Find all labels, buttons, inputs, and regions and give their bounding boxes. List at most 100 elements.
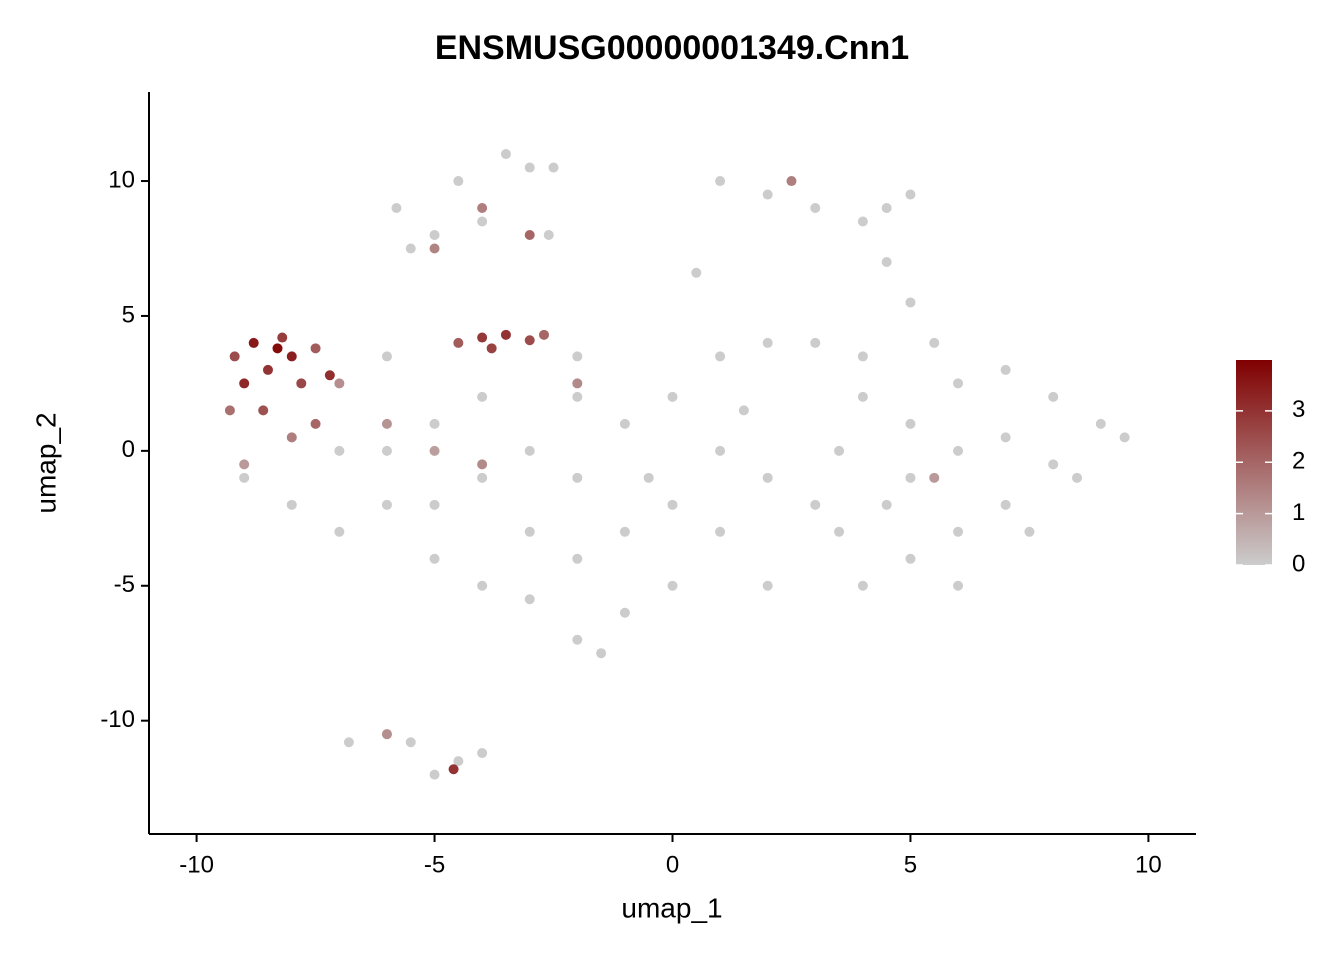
point bbox=[1095, 418, 1106, 429]
point bbox=[381, 445, 392, 456]
point bbox=[381, 418, 392, 429]
point bbox=[310, 418, 321, 429]
point bbox=[258, 405, 269, 416]
point bbox=[715, 445, 726, 456]
point bbox=[272, 343, 283, 354]
point bbox=[715, 526, 726, 537]
point bbox=[953, 580, 964, 591]
point bbox=[448, 764, 459, 775]
point bbox=[572, 553, 583, 564]
point bbox=[857, 216, 868, 227]
point bbox=[905, 189, 916, 200]
point bbox=[548, 162, 559, 173]
point bbox=[477, 216, 488, 227]
point bbox=[596, 648, 607, 659]
point bbox=[953, 378, 964, 389]
point bbox=[239, 472, 250, 483]
y-tick-label: 10 bbox=[108, 166, 135, 193]
point bbox=[391, 203, 402, 214]
point bbox=[1072, 472, 1083, 483]
point bbox=[881, 256, 892, 267]
point bbox=[810, 337, 821, 348]
point bbox=[429, 230, 440, 241]
point bbox=[834, 526, 845, 537]
point bbox=[762, 189, 773, 200]
point bbox=[929, 337, 940, 348]
point bbox=[667, 580, 678, 591]
point bbox=[477, 203, 488, 214]
point bbox=[477, 332, 488, 343]
point bbox=[334, 526, 345, 537]
point bbox=[1000, 499, 1011, 510]
point bbox=[239, 378, 250, 389]
point bbox=[524, 162, 535, 173]
point bbox=[667, 391, 678, 402]
point bbox=[881, 499, 892, 510]
point bbox=[429, 418, 440, 429]
point bbox=[477, 748, 488, 759]
point bbox=[453, 337, 464, 348]
point bbox=[857, 351, 868, 362]
point bbox=[334, 378, 345, 389]
point bbox=[453, 756, 464, 767]
point bbox=[905, 553, 916, 564]
point bbox=[500, 329, 511, 340]
point bbox=[1048, 391, 1059, 402]
point bbox=[453, 176, 464, 187]
point bbox=[477, 472, 488, 483]
point bbox=[229, 351, 240, 362]
point bbox=[667, 499, 678, 510]
point bbox=[381, 729, 392, 740]
point bbox=[343, 737, 354, 748]
y-tick-label: -5 bbox=[114, 571, 135, 598]
point bbox=[524, 335, 535, 346]
x-tick-label: -5 bbox=[424, 851, 445, 878]
y-tick-label: -10 bbox=[100, 706, 135, 733]
point bbox=[1000, 364, 1011, 375]
point bbox=[834, 445, 845, 456]
point bbox=[572, 472, 583, 483]
point bbox=[715, 351, 726, 362]
point bbox=[429, 445, 440, 456]
point bbox=[881, 203, 892, 214]
point bbox=[296, 378, 307, 389]
point bbox=[762, 580, 773, 591]
point bbox=[477, 580, 488, 591]
x-tick-label: 10 bbox=[1135, 851, 1162, 878]
point bbox=[619, 607, 630, 618]
point bbox=[905, 297, 916, 308]
point bbox=[381, 499, 392, 510]
point bbox=[572, 378, 583, 389]
point bbox=[524, 445, 535, 456]
point bbox=[286, 499, 297, 510]
point bbox=[539, 329, 550, 340]
point bbox=[1000, 432, 1011, 443]
point bbox=[905, 472, 916, 483]
point bbox=[762, 337, 773, 348]
point bbox=[572, 351, 583, 362]
y-axis-title: umap_2 bbox=[30, 412, 61, 513]
point bbox=[1119, 432, 1130, 443]
point bbox=[405, 737, 416, 748]
points bbox=[224, 149, 1130, 780]
point bbox=[262, 364, 273, 375]
point bbox=[810, 203, 821, 214]
point bbox=[738, 405, 749, 416]
point bbox=[953, 445, 964, 456]
x-tick-label: 5 bbox=[904, 851, 917, 878]
point bbox=[786, 176, 797, 187]
point bbox=[429, 769, 440, 780]
point bbox=[224, 405, 235, 416]
point bbox=[239, 459, 250, 470]
point bbox=[310, 343, 321, 354]
point bbox=[643, 472, 654, 483]
point bbox=[572, 391, 583, 402]
point bbox=[619, 418, 630, 429]
point bbox=[286, 432, 297, 443]
point bbox=[524, 526, 535, 537]
point bbox=[762, 472, 773, 483]
point bbox=[286, 351, 297, 362]
point bbox=[857, 391, 868, 402]
point bbox=[500, 149, 511, 160]
